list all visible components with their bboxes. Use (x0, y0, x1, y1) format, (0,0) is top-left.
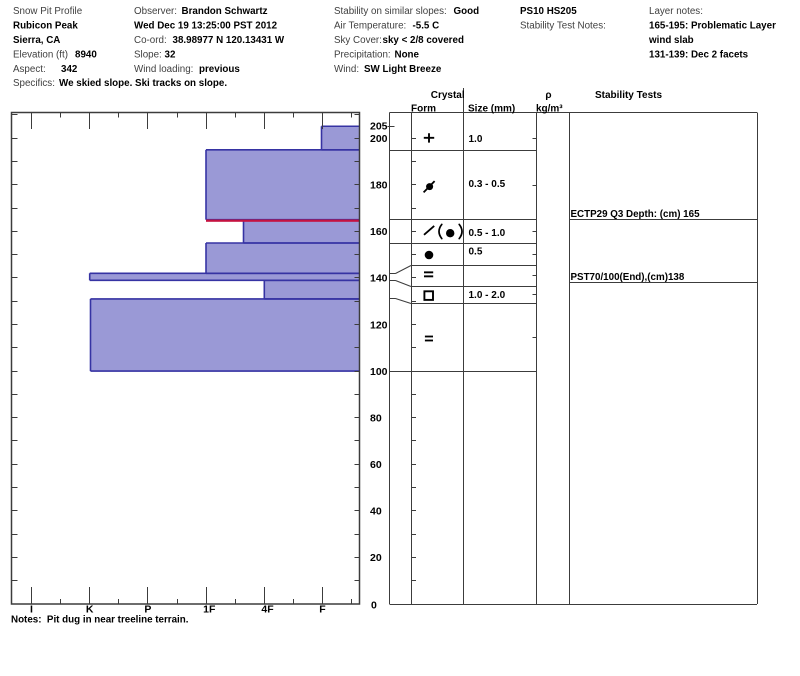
svg-text:1.0: 1.0 (469, 134, 483, 145)
svg-text:ρ: ρ (545, 90, 551, 101)
svg-text:wind slab: wind slab (648, 35, 694, 46)
svg-text:100: 100 (370, 366, 388, 378)
svg-text:60: 60 (370, 459, 382, 471)
svg-text:0.3 - 0.5: 0.3 - 0.5 (469, 179, 506, 190)
svg-text:165-195: Problematic Layer: 165-195: Problematic Layer (649, 21, 776, 32)
svg-text:1.0 - 2.0: 1.0 - 2.0 (469, 290, 506, 301)
svg-text:We skied slope. Ski tracks on: We skied slope. Ski tracks on slope. (59, 78, 227, 89)
svg-text:Wind:: Wind: (334, 64, 359, 75)
svg-text:342: 342 (61, 64, 78, 75)
svg-text:Crystal: Crystal (431, 90, 465, 101)
svg-text:Sky Cover:: Sky Cover: (334, 35, 382, 46)
svg-text:-5.5 C: -5.5 C (413, 21, 440, 32)
svg-text:Stability on similar slopes:: Stability on similar slopes: (334, 6, 447, 17)
svg-text:Rubicon Peak: Rubicon Peak (13, 21, 78, 32)
svg-text:0.5: 0.5 (469, 246, 483, 257)
svg-text:140: 140 (370, 273, 388, 285)
svg-text:Stability Test Notes:: Stability Test Notes: (520, 21, 606, 32)
svg-text:0: 0 (371, 600, 377, 612)
svg-text:160: 160 (370, 226, 388, 238)
svg-text:Wed Dec 19 13:25:00 PST 2012: Wed Dec 19 13:25:00 PST 2012 (134, 21, 278, 32)
svg-text:0.5 - 1.0: 0.5 - 1.0 (469, 228, 506, 239)
svg-text:Specifics:: Specifics: (13, 78, 55, 89)
svg-text:20: 20 (370, 552, 382, 564)
svg-text:Sierra, CA: Sierra, CA (13, 35, 60, 46)
svg-text:200: 200 (370, 133, 388, 145)
svg-text:Form: Form (411, 103, 436, 114)
svg-text:40: 40 (370, 506, 382, 518)
svg-text:Good: Good (454, 6, 480, 17)
svg-text:Co-ord:: Co-ord: (134, 35, 167, 46)
svg-text:32: 32 (165, 49, 176, 60)
svg-text:sky < 2/8 covered: sky < 2/8 covered (383, 35, 464, 46)
svg-text:205: 205 (370, 121, 388, 133)
svg-text:Snow Pit Profile: Snow Pit Profile (13, 6, 83, 17)
svg-text:Notes: Pit dug in near treeli: Notes: Pit dug in near treeline terrain. (11, 615, 189, 626)
svg-text:1F: 1F (203, 604, 216, 616)
svg-text:SW Light Breeze: SW Light Breeze (364, 64, 442, 75)
svg-text:I: I (30, 604, 33, 616)
svg-text:PS10 HS205: PS10 HS205 (520, 6, 577, 17)
svg-text:Air Temperature:: Air Temperature: (334, 21, 406, 32)
svg-text:Layer notes:: Layer notes: (649, 6, 703, 17)
svg-text:Elevation (ft): Elevation (ft) (13, 49, 68, 60)
svg-text:38.98977 N 120.13431 W: 38.98977 N 120.13431 W (173, 35, 285, 46)
svg-text:Size (mm): Size (mm) (468, 103, 515, 114)
svg-text:P: P (144, 604, 151, 616)
svg-text:previous: previous (199, 64, 240, 75)
svg-text:Observer:: Observer: (134, 6, 177, 17)
svg-text:Precipitation:: Precipitation: (334, 49, 391, 60)
svg-text:Slope:: Slope: (134, 49, 162, 60)
svg-text:8940: 8940 (75, 49, 97, 60)
svg-text:Brandon Schwartz: Brandon Schwartz (182, 6, 268, 17)
svg-text:PST70/100(End),(cm)138: PST70/100(End),(cm)138 (571, 272, 685, 283)
svg-text:131-139: Dec 2 facets: 131-139: Dec 2 facets (649, 49, 749, 60)
svg-text:Stability Tests: Stability Tests (595, 90, 662, 101)
svg-text:ECTP29 Q3 Depth: (cm) 165: ECTP29 Q3 Depth: (cm) 165 (571, 209, 701, 220)
svg-text:Aspect:: Aspect: (13, 64, 46, 75)
svg-text:None: None (395, 49, 420, 60)
svg-text:80: 80 (370, 413, 382, 425)
svg-text:180: 180 (370, 180, 388, 192)
svg-text:Wind loading:: Wind loading: (134, 64, 193, 75)
svg-text:120: 120 (370, 319, 388, 331)
svg-text:K: K (86, 604, 94, 616)
svg-text:4F: 4F (261, 604, 274, 616)
svg-text:kg/m³: kg/m³ (536, 103, 563, 114)
svg-text:F: F (319, 604, 326, 616)
